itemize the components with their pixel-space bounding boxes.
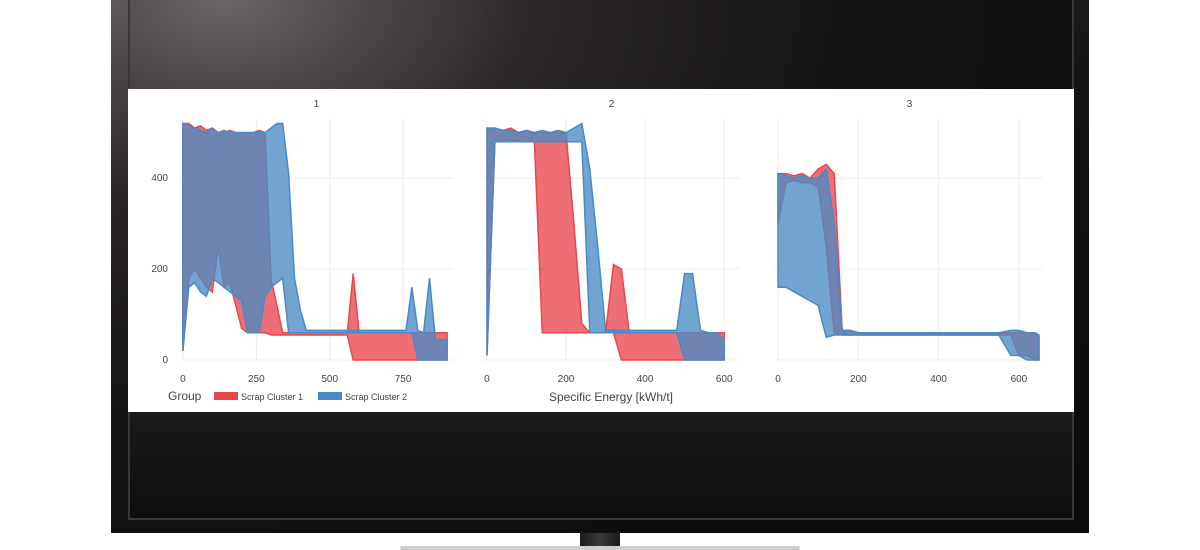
x-tick-label: 0 [484,374,490,385]
legend-label-1: Scrap Cluster 1 [241,392,303,402]
faceted-area-chart: 1 0 250 500 750 2 0 200 400 600 3 0 200 400 600 0 200 400… [151,99,1043,404]
panel-title: 2 [609,99,615,110]
series-area-2 [182,122,448,361]
legend: Group Scrap Cluster 1 Scrap Cluster 2 [168,389,407,403]
screen-dark-area [130,412,1072,518]
legend-swatch-1 [214,392,238,400]
x-axis-label: Specific Energy [kWh/t] [549,390,673,404]
x-tick-label: 400 [637,374,654,385]
facets: 1 0 250 500 750 2 0 200 400 600 3 0 200 400 600 0 200 400 [151,99,1043,385]
y-tick-label: 200 [151,264,168,275]
monitor-stand [580,533,620,550]
panel-title: 1 [314,99,320,110]
facet-2: 2 0 200 400 600 [483,99,740,385]
series-area-2 [777,167,1040,361]
x-tick-label: 0 [775,374,781,385]
x-tick-label: 250 [248,374,265,385]
legend-label-2: Scrap Cluster 2 [345,392,407,402]
chart-panel: 1 0 250 500 750 2 0 200 400 600 3 0 200 400 600 0 200 400… [128,89,1074,412]
x-tick-label: 600 [716,374,733,385]
x-tick-label: 500 [321,374,338,385]
legend-title: Group [168,389,202,403]
x-tick-label: 750 [395,374,412,385]
x-tick-label: 400 [930,374,947,385]
panel-title: 3 [907,99,913,110]
x-tick-label: 600 [1011,374,1028,385]
x-tick-label: 200 [850,374,867,385]
monitor-stand-base [400,546,800,550]
x-tick-label: 200 [558,374,575,385]
series-area-2 [486,122,725,361]
x-tick-label: 0 [180,374,186,385]
facet-3: 3 0 200 400 600 [775,99,1043,385]
y-tick-label: 400 [151,173,168,184]
y-tick-label: 0 [162,355,168,366]
facet-1: 1 0 250 500 750 [180,99,453,385]
legend-swatch-2 [318,392,342,400]
